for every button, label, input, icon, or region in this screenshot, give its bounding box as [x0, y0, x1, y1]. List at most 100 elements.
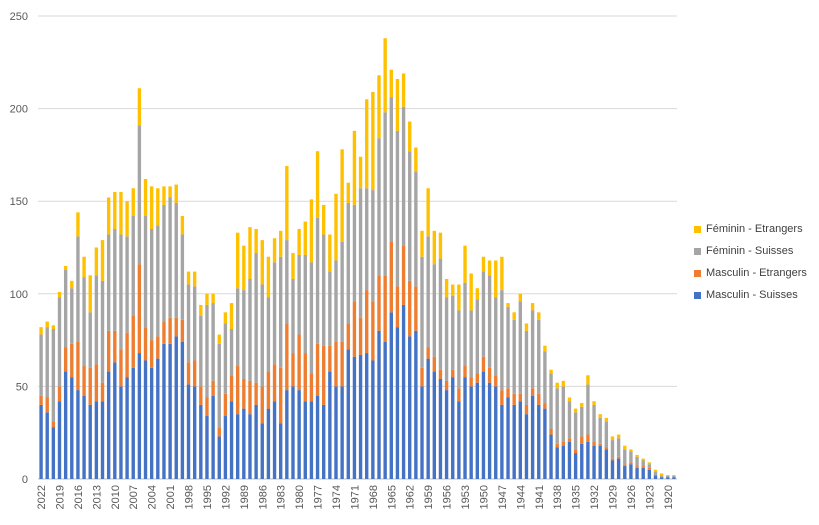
bar-segment: [205, 304, 209, 398]
bar-segment: [530, 303, 535, 311]
bar-segment: [131, 367, 135, 479]
bar-segment: [420, 256, 424, 368]
bar-segment: [494, 260, 498, 298]
bar-segment: [549, 373, 553, 429]
bar-segment: [328, 271, 332, 346]
bar-segment: [371, 360, 375, 479]
bar-segment: [125, 201, 129, 237]
bar-segment: [573, 408, 578, 413]
bar-segment: [168, 197, 172, 318]
bar-segment: [371, 190, 375, 302]
bar-segment: [377, 330, 381, 479]
bar-segment: [432, 264, 436, 357]
legend-item: Féminin - Etrangers: [694, 218, 814, 240]
bar-segment: [45, 397, 49, 413]
bar-segment: [457, 401, 461, 479]
bar-segment: [352, 356, 357, 479]
bar-segment: [106, 371, 111, 479]
bar-segment: [70, 343, 74, 378]
bar-segment: [395, 286, 400, 328]
x-tick-label: 2010: [110, 485, 122, 509]
bar-segment: [279, 423, 283, 479]
bar-segment: [389, 69, 393, 98]
bar-segment: [70, 280, 74, 289]
bar-segment: [45, 412, 49, 479]
bar-segment: [524, 404, 529, 415]
bar-segment: [297, 334, 301, 391]
y-tick-label: 200: [10, 104, 28, 116]
x-tick-label: 2007: [128, 485, 140, 509]
bar-segment: [199, 386, 203, 405]
bar-segment: [420, 386, 424, 479]
bar-segment: [223, 312, 228, 324]
legend-swatch: [694, 269, 701, 277]
bar-segment: [549, 434, 553, 479]
bar-segment: [481, 256, 486, 272]
bar-segment: [174, 336, 178, 479]
bar-segment: [229, 303, 234, 329]
bar-segment: [113, 330, 117, 363]
bar-segment: [561, 380, 566, 387]
x-tick-label: 1974: [331, 485, 343, 509]
bar-segment: [285, 390, 289, 479]
bar-segment: [223, 323, 228, 394]
bar-segment: [604, 449, 609, 479]
bar-segment: [186, 271, 191, 285]
y-tick-label: 0: [22, 474, 28, 486]
bar-segment: [125, 377, 129, 479]
bar-segment: [518, 393, 523, 402]
bar-segment: [365, 99, 369, 189]
bar-segment: [543, 351, 547, 404]
bar-segment: [303, 221, 307, 255]
bar-segment: [248, 278, 252, 381]
bar-segment: [334, 260, 338, 342]
bar-segment: [322, 345, 326, 405]
bar-segment: [192, 286, 197, 361]
bar-segment: [180, 319, 185, 342]
bar-segment: [137, 264, 142, 354]
bar-segment: [641, 466, 645, 468]
bar-segment: [457, 284, 461, 311]
bar-segment: [279, 230, 283, 257]
bar-segment: [518, 301, 523, 394]
bar-segment: [487, 260, 492, 276]
bar-segment: [598, 417, 602, 444]
bar-segment: [137, 125, 142, 265]
bar-segment: [254, 228, 258, 254]
bar-segment: [137, 353, 142, 479]
x-tick-label: 1962: [405, 485, 417, 509]
legend-label: Féminin - Suisses: [706, 245, 794, 257]
bar-segment: [205, 416, 209, 479]
bar-segment: [352, 204, 357, 302]
bar-segment: [358, 354, 363, 479]
bar-segment: [223, 393, 228, 417]
bar-segment: [186, 284, 191, 363]
bar-segment: [88, 275, 92, 313]
bar-segment: [309, 199, 314, 263]
x-tick-label: 1986: [257, 485, 269, 509]
bar-segment: [156, 225, 160, 337]
bar-segment: [88, 312, 92, 368]
bar-segment: [506, 397, 510, 479]
bar-segment: [518, 401, 523, 479]
bar-segment: [395, 327, 400, 479]
bar-segment: [143, 178, 148, 217]
bar-segment: [352, 301, 357, 357]
bar-segment: [70, 288, 74, 344]
bar-segment: [100, 240, 105, 281]
bar-segment: [137, 88, 142, 126]
legend-label: Féminin - Etrangers: [706, 223, 803, 235]
bar-segment: [580, 436, 584, 444]
bar-segment: [573, 449, 578, 454]
bar-segment: [168, 343, 172, 479]
x-tick-label: 2013: [91, 485, 103, 509]
bar-segment: [39, 404, 43, 479]
bar-segment: [119, 191, 123, 235]
bar-segment: [168, 317, 172, 344]
bar-segment: [672, 475, 676, 478]
bar-segment: [537, 404, 541, 479]
bar-segment: [653, 471, 658, 476]
bar-segment: [192, 360, 197, 387]
x-tick-label: 1920: [663, 485, 675, 509]
bar-segment: [131, 188, 135, 217]
